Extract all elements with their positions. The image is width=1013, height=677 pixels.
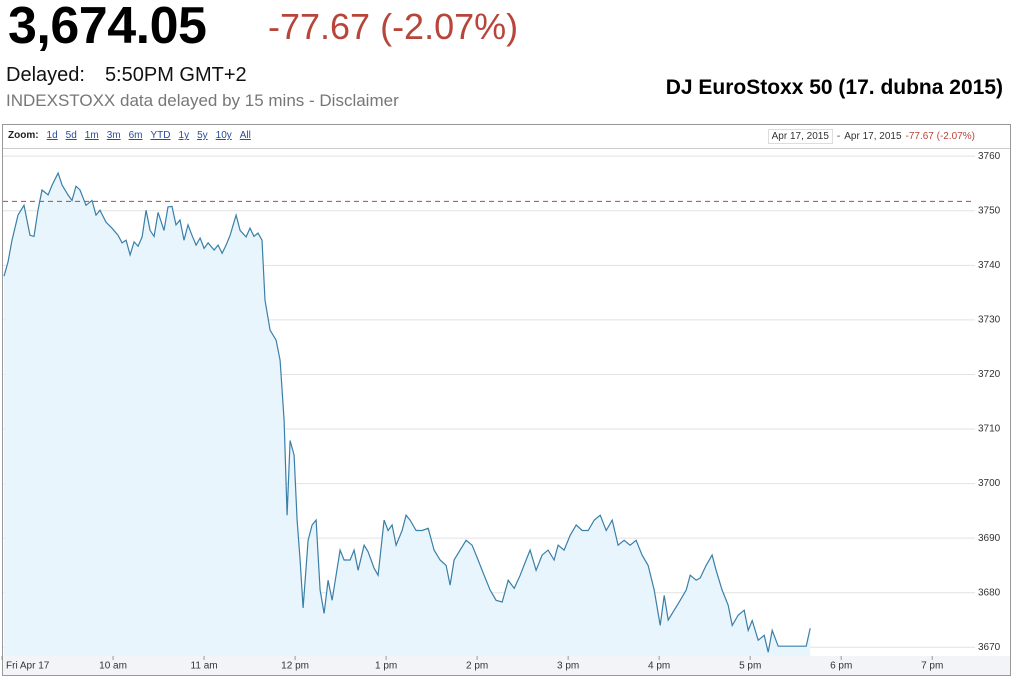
date-from: Apr 17, 2015 bbox=[767, 129, 833, 144]
delayed-time: 5:50PM GMT+2 bbox=[104, 64, 247, 86]
x-tick-label: 4 pm bbox=[648, 661, 670, 672]
zoom-option[interactable]: 5d bbox=[65, 130, 77, 141]
price: 3,674.05 bbox=[8, 0, 207, 55]
date-range: Apr 17, 2015 - Apr 17, 2015 -77.67 (-2.0… bbox=[767, 129, 975, 144]
zoom-option[interactable]: 10y bbox=[215, 130, 232, 141]
x-tick-label: 7 pm bbox=[921, 661, 943, 672]
area-fill bbox=[4, 173, 811, 656]
caption: DJ EuroStoxx 50 (17. dubna 2015) bbox=[665, 76, 1003, 99]
x-tick-label: 12 pm bbox=[281, 661, 309, 672]
y-tick-label: 3720 bbox=[978, 369, 1001, 380]
chart-frame bbox=[2, 124, 1011, 676]
source-note: INDEXSTOXX data delayed by 15 mins - Dis… bbox=[6, 91, 399, 110]
zoom-option[interactable]: All bbox=[239, 130, 251, 141]
y-tick-label: 3680 bbox=[978, 587, 1001, 598]
y-tick-label: 3690 bbox=[978, 533, 1001, 544]
x-tick-label: 1 pm bbox=[375, 661, 397, 672]
zoom-label: Zoom: bbox=[8, 130, 39, 141]
y-tick-label: 3670 bbox=[978, 642, 1001, 653]
y-tick-label: 3730 bbox=[978, 315, 1001, 326]
date-to: Apr 17, 2015 bbox=[844, 131, 902, 142]
y-tick-label: 3760 bbox=[978, 151, 1001, 162]
delayed-info: Delayed: 5:50PM GMT+2 bbox=[6, 64, 267, 87]
y-tick-label: 3710 bbox=[978, 424, 1001, 435]
x-tick-label: 3 pm bbox=[557, 661, 579, 672]
zoom-option[interactable]: 5y bbox=[197, 130, 208, 141]
x-tick-label: 5 pm bbox=[739, 661, 761, 672]
x-tick-label: 6 pm bbox=[830, 661, 852, 672]
zoom-toolbar: Zoom: 1d 5d 1m 3m 6m YTD 1y 5y 10y All bbox=[8, 130, 251, 141]
zoom-option[interactable]: 3m bbox=[106, 130, 121, 141]
zoom-option[interactable]: 6m bbox=[128, 130, 143, 141]
price-change: -77.67 (-2.07%) bbox=[268, 6, 519, 47]
y-tick-label: 3740 bbox=[978, 260, 1001, 271]
price-line bbox=[3, 171, 811, 653]
y-tick-label: 3700 bbox=[978, 478, 1001, 489]
range-change: -77.67 (-2.07%) bbox=[905, 131, 975, 142]
x-tick-label: 11 am bbox=[191, 661, 218, 672]
zoom-option[interactable]: YTD bbox=[150, 130, 171, 141]
x-tick-label: Fri Apr 17 bbox=[6, 661, 50, 672]
x-tick-label: 2 pm bbox=[466, 661, 488, 672]
x-tick-label: 10 am bbox=[99, 661, 127, 672]
x-axis-band bbox=[3, 656, 1010, 675]
zoom-option[interactable]: 1d bbox=[46, 130, 58, 141]
date-separator: - bbox=[836, 131, 841, 142]
zoom-option[interactable]: 1m bbox=[84, 130, 99, 141]
y-tick-label: 3750 bbox=[978, 205, 1001, 216]
delayed-label: Delayed: bbox=[6, 64, 85, 86]
zoom-option[interactable]: 1y bbox=[178, 130, 190, 141]
